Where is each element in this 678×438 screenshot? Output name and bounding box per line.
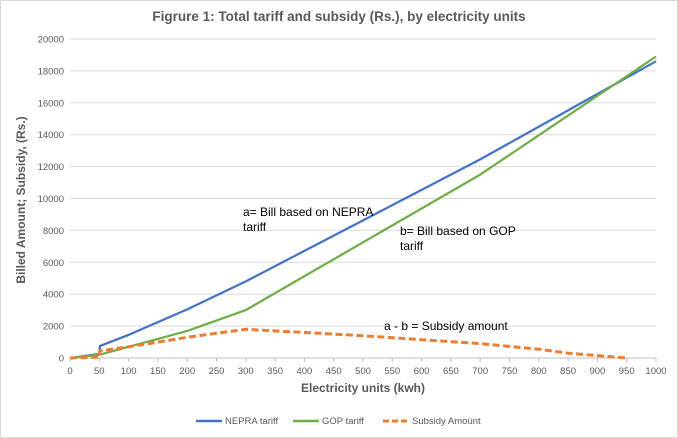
x-tick-100: 100 [121,366,137,377]
legend-label-gop: GOP tariff [322,416,364,427]
axes [69,357,657,362]
x-tick-600: 600 [414,366,430,377]
y-tick-8000: 8000 [43,226,64,237]
x-tick-900: 900 [589,366,605,377]
y-tick-0: 0 [59,354,64,365]
x-tick-labels: 0 50 100 150 200 250 300 350 400 450 500 550 600 650 7… [67,366,666,377]
x-tick-150: 150 [150,366,166,377]
x-tick-850: 850 [560,366,576,377]
x-tick-500: 500 [355,366,371,377]
legend: NEPRA tariff GOP tariff Subsidy Amount [196,416,481,427]
series-line-subsidy-amount [69,327,627,360]
x-tick-50: 50 [94,366,105,377]
y-tick-6000: 6000 [43,258,64,269]
x-axis-title: Electricity units (kwh) [301,381,425,395]
x-tick-450: 450 [326,366,342,377]
annotation-gop: b= Bill based on GOP tariff [400,224,519,253]
y-axis-title: Billed Amount; Subsidy, (Rs.) [14,116,28,283]
y-tick-labels: 0 2000 4000 6000 8000 10000 12000 14000 16000 180… [38,35,64,365]
y-tick-18000: 18000 [38,66,64,77]
annotation-nepra-line1: a= Bill based on NEPRA [243,205,373,219]
x-tick-700: 700 [472,366,488,377]
y-tick-4000: 4000 [43,290,64,301]
x-tick-300: 300 [238,366,254,377]
x-tick-650: 650 [443,366,459,377]
x-tick-400: 400 [296,366,312,377]
series-lines [69,55,657,360]
y-tick-14000: 14000 [38,130,64,141]
annotations: a= Bill based on NEPRA tariff b= Bill ba… [243,205,519,333]
x-tick-550: 550 [384,366,400,377]
x-tick-950: 950 [619,366,635,377]
annotation-nepra: a= Bill based on NEPRA tariff [243,205,376,234]
y-tick-16000: 16000 [38,98,64,109]
x-tick-350: 350 [267,366,283,377]
chart-title: Figrure 1: Total tariff and subsidy (Rs.… [152,9,526,24]
x-tick-750: 750 [502,366,518,377]
y-tick-12000: 12000 [38,162,64,173]
annotation-gop-line2: tariff [400,239,424,253]
legend-label-nepra: NEPRA tariff [225,416,279,427]
y-tick-20000: 20000 [38,35,64,46]
y-tick-2000: 2000 [43,322,64,333]
legend-item-gop: GOP tariff [293,416,364,427]
gridlines [70,38,656,327]
legend-label-subsidy: Subsidy Amount [412,416,481,427]
annotation-subsidy: a - b = Subsidy amount [384,319,508,333]
x-tick-200: 200 [179,366,195,377]
annotation-gop-line1: b= Bill based on GOP [400,224,516,238]
x-tick-0: 0 [67,366,72,377]
legend-item-nepra: NEPRA tariff [196,416,279,427]
y-tick-10000: 10000 [38,194,64,205]
annotation-subsidy-line1: a - b = Subsidy amount [384,319,508,333]
x-tick-250: 250 [209,366,225,377]
annotation-nepra-line2: tariff [243,220,267,234]
legend-item-subsidy: Subsidy Amount [383,416,481,427]
x-tick-1000: 1000 [645,366,666,377]
x-tick-800: 800 [531,366,547,377]
